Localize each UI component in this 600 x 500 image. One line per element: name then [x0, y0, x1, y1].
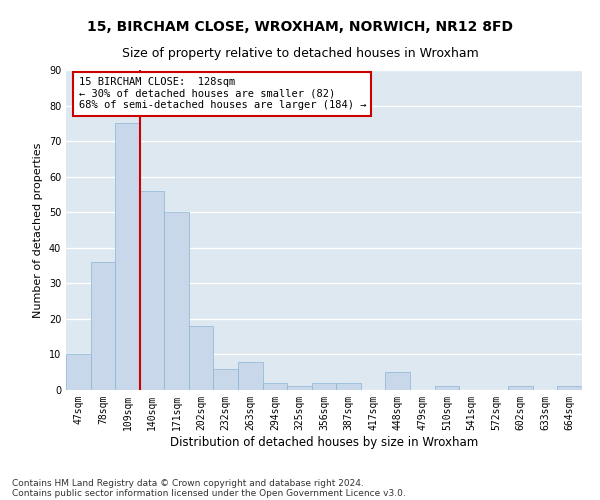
X-axis label: Distribution of detached houses by size in Wroxham: Distribution of detached houses by size … [170, 436, 478, 448]
Bar [557, 386, 582, 390]
Bar [385, 372, 410, 390]
Bar [189, 326, 214, 390]
Bar [263, 383, 287, 390]
Bar [312, 383, 336, 390]
Text: 15 BIRCHAM CLOSE:  128sqm
← 30% of detached houses are smaller (82)
68% of semi-: 15 BIRCHAM CLOSE: 128sqm ← 30% of detach… [79, 77, 366, 110]
Bar [91, 262, 115, 390]
Text: Contains HM Land Registry data © Crown copyright and database right 2024.: Contains HM Land Registry data © Crown c… [12, 478, 364, 488]
Bar [115, 124, 140, 390]
Bar [238, 362, 263, 390]
Bar [287, 386, 312, 390]
Bar [214, 368, 238, 390]
Bar [434, 386, 459, 390]
Y-axis label: Number of detached properties: Number of detached properties [33, 142, 43, 318]
Text: 15, BIRCHAM CLOSE, WROXHAM, NORWICH, NR12 8FD: 15, BIRCHAM CLOSE, WROXHAM, NORWICH, NR1… [87, 20, 513, 34]
Text: Size of property relative to detached houses in Wroxham: Size of property relative to detached ho… [122, 48, 478, 60]
Bar [508, 386, 533, 390]
Bar [140, 191, 164, 390]
Bar [336, 383, 361, 390]
Bar [66, 354, 91, 390]
Text: Contains public sector information licensed under the Open Government Licence v3: Contains public sector information licen… [12, 488, 406, 498]
Bar [164, 212, 189, 390]
